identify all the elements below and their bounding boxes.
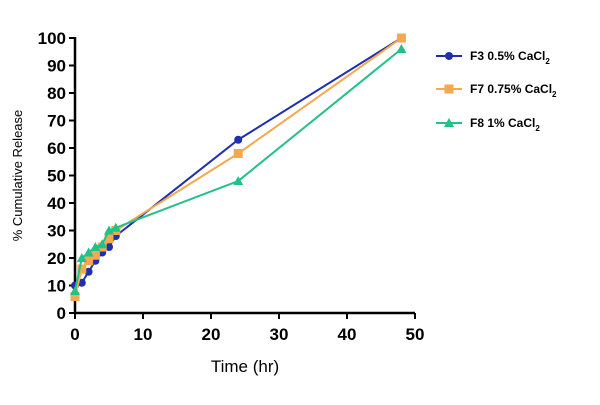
data-point <box>70 292 80 301</box>
series-line <box>74 48 403 292</box>
series-line <box>74 37 402 297</box>
x-tick-label: 0 <box>70 325 79 344</box>
data-point <box>104 225 114 235</box>
legend-marker <box>445 52 453 60</box>
y-tick-label: 30 <box>47 222 66 241</box>
data-point <box>90 250 100 260</box>
data-point <box>396 44 407 53</box>
legend-label-subscript: 2 <box>552 90 557 99</box>
y-tick-label: 20 <box>47 249 66 268</box>
x-tick-label: 30 <box>270 325 289 344</box>
data-point <box>396 33 406 43</box>
y-tick-label: 70 <box>47 112 66 131</box>
data-point <box>70 286 80 295</box>
data-point <box>90 242 101 251</box>
data-point <box>233 149 243 158</box>
legend-label-text: F7 0.75% CaCl <box>470 82 552 96</box>
data-point <box>110 222 121 232</box>
y-tick-label: 50 <box>47 167 66 186</box>
y-axis-title: % Cumulative Release <box>10 110 25 242</box>
axes: 0 10 20 30 40 50 0 10 20 30 40 50 60 70 80 90 100 Time (h… <box>10 29 424 376</box>
y-tick-label: 40 <box>47 194 66 213</box>
data-point <box>83 247 94 257</box>
series-layer <box>70 33 407 301</box>
series-1 <box>71 34 406 290</box>
legend-item-3: F8 1% CaCl2 <box>436 116 540 133</box>
data-point <box>233 176 244 185</box>
y-tick-label: 0 <box>57 304 66 323</box>
y-tick-label: 60 <box>47 139 66 158</box>
x-tick-label: 10 <box>134 325 153 344</box>
y-tick-label: 100 <box>38 29 66 48</box>
legend-label-subscript: 2 <box>535 124 540 133</box>
series-line <box>74 37 402 287</box>
data-point <box>84 256 94 266</box>
legend-label-text: F3 0.5% CaCl <box>470 49 545 63</box>
legend-label-text: F8 1% CaCl <box>470 116 535 130</box>
legend-item-2: F7 0.75% CaCl2 <box>436 82 557 99</box>
data-point <box>105 243 113 251</box>
legend-label: F7 0.75% CaCl2 <box>470 82 557 99</box>
y-tick-label: 80 <box>47 84 66 103</box>
data-point <box>76 253 87 262</box>
legend-label: F8 1% CaCl2 <box>470 116 540 133</box>
series-3 <box>70 44 407 295</box>
x-axis-title: Time (hr) <box>211 357 279 376</box>
x-tick-label: 40 <box>338 325 357 344</box>
data-point <box>234 135 243 144</box>
legend-marker <box>444 118 454 127</box>
legend-label-subscript: 2 <box>545 57 550 66</box>
y-tick-label: 90 <box>47 57 66 76</box>
data-point <box>77 264 87 274</box>
data-point <box>84 267 93 276</box>
y-tick-label: 10 <box>47 277 66 296</box>
data-point <box>97 239 108 249</box>
legend-marker <box>444 84 454 94</box>
legend-label: F3 0.5% CaCl2 <box>470 49 550 66</box>
x-tick-label: 50 <box>406 325 425 344</box>
legend-item-1: F3 0.5% CaCl2 <box>436 49 550 66</box>
series-2 <box>70 33 406 301</box>
x-tick-label: 20 <box>202 325 221 344</box>
data-point <box>104 234 114 244</box>
